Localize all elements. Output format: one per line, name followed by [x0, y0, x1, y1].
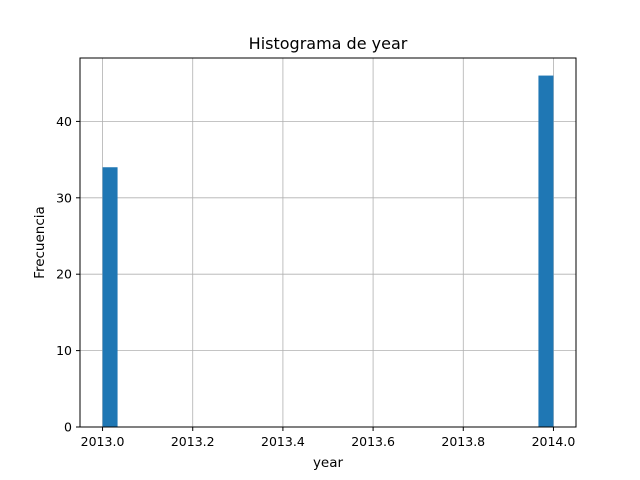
x-tick-label: 2013.6: [351, 434, 395, 449]
axes-frame: [79, 57, 577, 428]
x-tick-label: 2014.0: [532, 434, 576, 449]
x-tick-label: 2013.0: [81, 434, 125, 449]
x-tick-label: 2013.8: [441, 434, 485, 449]
histogram-bar: [102, 167, 118, 427]
y-tick-label: 40: [56, 114, 72, 129]
y-tick-label: 20: [56, 267, 72, 282]
bars-layer: [102, 75, 554, 428]
x-tick-label: 2013.4: [261, 434, 305, 449]
ticks-layer: 2013.0 2013.2 2013.4 2013.6 2013.8 2014.0 0 10 2…: [56, 114, 575, 449]
x-axis-label: year: [313, 455, 344, 471]
y-tick-label: 30: [56, 190, 72, 205]
histogram-bar: [538, 75, 554, 428]
y-tick-label: 0: [64, 420, 72, 435]
y-axis-label: Frecuencia: [32, 206, 48, 279]
x-tick-label: 2013.2: [171, 434, 215, 449]
y-tick-label: 10: [56, 343, 72, 358]
chart-title: Histograma de year: [249, 34, 408, 53]
grid-layer: [80, 58, 576, 428]
